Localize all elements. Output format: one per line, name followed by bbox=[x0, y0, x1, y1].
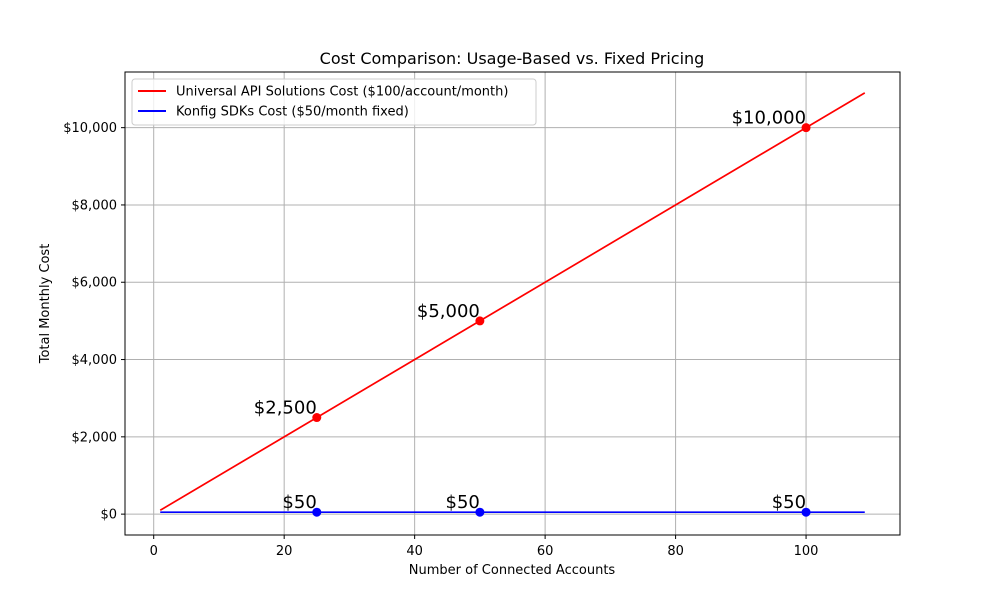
legend-label-konfig-sdks: Konfig SDKs Cost ($50/month fixed) bbox=[176, 105, 409, 120]
legend-box bbox=[131, 78, 537, 126]
axis-ticks: 0 20 40 60 80 100 $0 $2,000 $4,000 $6,000 $8,000 $1… bbox=[63, 121, 818, 559]
x-tick-label: 0 bbox=[150, 544, 158, 559]
data-point-marker bbox=[312, 507, 322, 517]
data-point-marker bbox=[801, 507, 811, 517]
data-point-marker bbox=[475, 507, 485, 517]
data-point-label: $10,000 bbox=[732, 108, 806, 129]
y-tick-label: $8,000 bbox=[72, 198, 118, 213]
x-tick-label: 100 bbox=[794, 544, 819, 559]
y-tick-label: $4,000 bbox=[72, 353, 118, 368]
x-axis-title: Number of Connected Accounts bbox=[409, 563, 616, 578]
data-point-label: $5,000 bbox=[417, 301, 480, 322]
data-point-label: $50 bbox=[282, 492, 316, 513]
chart-title: Cost Comparison: Usage-Based vs. Fixed P… bbox=[320, 49, 705, 68]
legend-label-universal-api: Universal API Solutions Cost ($100/accou… bbox=[176, 85, 508, 100]
y-tick-label: $0 bbox=[100, 508, 117, 523]
data-point-marker bbox=[475, 316, 485, 326]
x-tick-label: 40 bbox=[406, 544, 423, 559]
series-lines bbox=[159, 92, 866, 514]
grid-lines bbox=[125, 72, 900, 535]
data-point-label: $50 bbox=[446, 492, 480, 513]
x-tick-label: 20 bbox=[276, 544, 293, 559]
legend: Universal API Solutions Cost ($100/accou… bbox=[131, 78, 537, 126]
data-markers bbox=[312, 123, 811, 517]
data-point-label: $2,500 bbox=[254, 398, 317, 419]
data-labels: $2,500 $5,000 $10,000 $50 $50 $50 bbox=[254, 108, 806, 514]
x-tick-label: 80 bbox=[667, 544, 684, 559]
series-line-0 bbox=[159, 92, 866, 512]
data-point-marker bbox=[801, 123, 811, 133]
y-axis-title: Total Monthly Cost bbox=[38, 244, 53, 365]
y-tick-label: $6,000 bbox=[72, 276, 118, 291]
data-point-marker bbox=[312, 413, 322, 423]
y-tick-label: $2,000 bbox=[72, 430, 118, 445]
data-point-label: $50 bbox=[772, 492, 806, 513]
plot-area-frame bbox=[124, 71, 901, 536]
y-tick-label: $10,000 bbox=[63, 121, 117, 136]
x-tick-label: 60 bbox=[537, 544, 554, 559]
